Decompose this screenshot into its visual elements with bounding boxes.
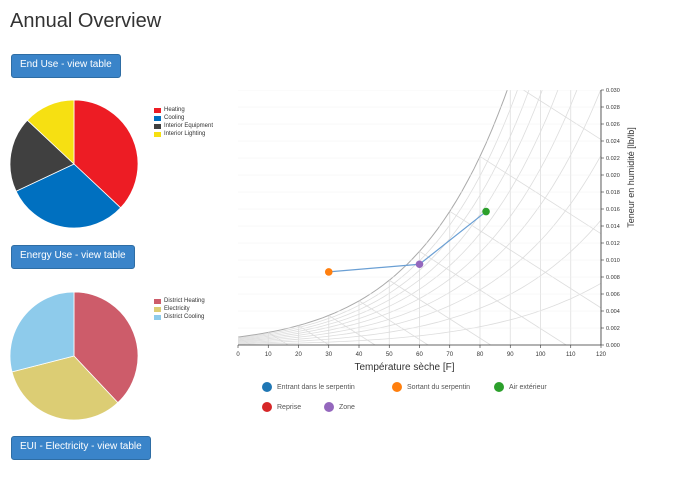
pie-slice-interior-lighting [26,99,75,165]
legend-item-district-cooling: District Cooling [154,313,205,321]
x-tick-label: 40 [356,352,363,358]
pie-slice-electricity [11,355,119,421]
legend-swatch [154,306,161,312]
legend-label: Electricity [164,306,190,312]
y-tick-label: 0.018 [606,190,620,196]
y-tick-label: 0.026 [606,122,620,128]
psychro-legend-item-entrant-dans-le-serpentin: Entrant dans le serpentin [262,382,355,392]
y-tick-label: 0.028 [606,105,620,111]
x-tick-label: 80 [477,352,484,358]
legend-dot [262,382,272,392]
y-tick-label: 0.020 [606,173,620,179]
x-axis-label: Température sèche [F] [354,362,454,373]
x-tick-label: 120 [596,352,607,358]
x-tick-label: 10 [265,352,272,358]
end-use-legend: Heating Cooling Interior Equipment Interior… [154,106,213,138]
psychro-legend-item-reprise: Reprise [262,402,301,412]
legend-swatch [154,131,161,137]
end-use-view-table-button[interactable]: End Use - view table [11,54,121,78]
legend-swatch [154,298,161,304]
y-tick-label: 0.010 [606,258,620,264]
psychro-legend-item-sortant-du-serpentin: Sortant du serpentin [392,382,470,392]
x-tick-label: 30 [325,352,332,358]
legend-dot [392,382,402,392]
y-tick-label: 0.024 [606,139,620,145]
legend-label: Heating [164,107,185,113]
legend-item-district-heating: District Heating [154,297,205,305]
y-tick-label: 0.012 [606,241,620,247]
y-tick-label: 0.022 [606,156,620,162]
pie-slice-district-heating [73,291,139,404]
legend-item-electricity: Electricity [154,305,205,313]
point-sortant-du-serpentin [324,268,333,276]
pie-slice-heating [73,99,139,209]
legend-item-interior-equipment: Interior Equipment [154,122,213,130]
psychro-legend-item-air-exterieur: Air extérieur [494,382,547,392]
pie-slice-district-cooling [9,291,75,373]
y-tick-label: 0.004 [606,309,620,315]
energy-use-legend: District Heating Electricity District Cool… [154,297,205,321]
x-tick-label: 90 [507,352,514,358]
psychro-grid [238,90,601,345]
legend-label: Cooling [164,115,185,121]
legend-label: Zone [339,403,355,411]
legend-label: Interior Equipment [164,123,214,129]
y-tick-label: 0.016 [606,207,620,213]
y-tick-label: 0.006 [606,292,620,298]
x-tick-label: 50 [386,352,393,358]
legend-swatch [154,115,161,121]
end-use-pie-chart [9,99,139,229]
psychrometric-chart: 0 10 20 30 40 50 60 70 80 90 100 110 120 0.000 0.002 0.… [236,88,636,373]
legend-label: Reprise [277,403,302,411]
pie-slice-cooling [15,163,122,229]
y-axis-label: Teneur en humidité [lb/lb] [626,127,636,228]
legend-swatch [154,314,161,320]
page-title: Annual Overview [10,10,162,32]
pie-slice-interior-equipment [9,119,75,192]
point-air-exterieur [482,207,490,216]
y-tick-label: 0.002 [606,326,620,332]
x-tick-label: 20 [295,352,302,358]
psychro-axes: 0 10 20 30 40 50 60 70 80 90 100 110 120 0.000 0.002 0.… [236,88,636,373]
legend-dot [262,402,272,412]
legend-label: Air extérieur [509,383,547,391]
y-tick-label: 0.014 [606,224,620,230]
y-tick-label: 0.000 [606,343,620,349]
legend-dot [324,402,334,412]
legend-swatch [154,107,161,113]
legend-label: Sortant du serpentin [407,383,471,391]
energy-use-view-table-button[interactable]: Energy Use - view table [11,245,135,269]
energy-use-pie-chart [9,291,139,421]
point-zone [415,260,424,269]
legend-label: Interior Lighting [164,131,206,137]
x-tick-label: 0 [236,352,240,358]
legend-item-cooling: Cooling [154,114,213,122]
legend-label: District Cooling [164,314,205,320]
x-tick-label: 60 [416,352,423,358]
y-tick-label: 0.030 [606,88,620,94]
legend-item-heating: Heating [154,106,213,114]
legend-label: District Heating [164,298,205,304]
process-line [328,211,487,273]
legend-label: Entrant dans le serpentin [277,383,355,391]
eui-electricity-view-table-button[interactable]: EUI - Electricity - view table [11,436,151,460]
legend-item-interior-lighting: Interior Lighting [154,130,213,138]
y-tick-label: 0.008 [606,275,620,281]
eui-chart-clipped [60,480,90,490]
legend-swatch [154,123,161,129]
legend-dot [494,382,504,392]
psychro-legend-item-zone: Zone [324,402,355,412]
x-tick-label: 110 [566,352,576,358]
x-tick-label: 70 [446,352,453,358]
x-tick-label: 100 [535,352,546,358]
